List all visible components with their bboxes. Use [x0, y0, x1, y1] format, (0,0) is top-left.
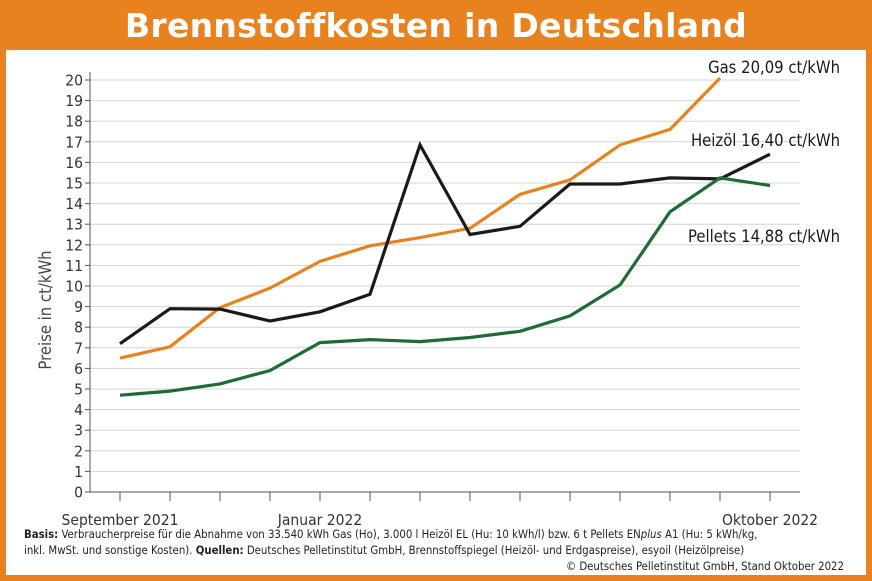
series-line-pellets: [119, 176, 771, 397]
page-title: Brennstoffkosten in Deutschland: [124, 5, 748, 45]
y-tick-label: 3: [74, 422, 83, 440]
y-tick-label: 5: [74, 381, 83, 399]
footer-basis-line: Basis: Verbraucherpreise für die Abnahme…: [24, 527, 844, 543]
chart-footer: Basis: Verbraucherpreise für die Abnahme…: [24, 527, 844, 575]
y-tick-label: 12: [65, 236, 83, 254]
series-end-label-heizöl: Heizöl 16,40 ct/kWh: [691, 131, 840, 150]
basis-text: Verbraucherpreise für die Abnahme von 33…: [58, 528, 641, 541]
grid-layer: [90, 79, 800, 472]
basis-tail: A1 (Hu: 5 kWh/kg,: [661, 528, 758, 541]
series-line-heizöl: [119, 140, 771, 346]
sources-prefix: inkl. MwSt. und sonstige Kosten).: [24, 544, 196, 557]
y-tick-label: 14: [65, 195, 83, 213]
y-tick-label: 7: [74, 339, 83, 357]
y-tick-label: 20: [65, 72, 83, 90]
x-tick-label: Januar 2022: [277, 511, 363, 529]
copyright-line: © Deutsches Pelletinstitut GmbH, Stand O…: [565, 560, 844, 573]
basis-italic: plus: [640, 528, 662, 541]
y-tick-label: 2: [74, 442, 83, 460]
y-tick-label: 8: [74, 319, 83, 337]
y-axis-label: Preise in ct/kWh: [36, 250, 55, 369]
series-line-gas: [119, 76, 722, 360]
basis-label: Basis:: [24, 528, 59, 541]
y-tick-label: 19: [65, 92, 83, 110]
y-tick-label: 6: [74, 360, 83, 378]
axis-layer: 01234567891011121314151617181920Septembe…: [36, 72, 818, 530]
y-tick-label: 13: [65, 216, 83, 234]
y-tick-label: 16: [65, 154, 83, 172]
y-tick-label: 0: [74, 484, 83, 502]
series-end-label-pellets: Pellets 14,88 ct/kWh: [688, 227, 840, 246]
sources-label: Quellen:: [195, 544, 244, 557]
y-tick-label: 15: [65, 175, 83, 193]
y-tick-label: 10: [65, 278, 83, 296]
series-layer: [119, 76, 771, 397]
y-tick-label: 11: [65, 257, 83, 275]
y-tick-label: 17: [65, 133, 83, 151]
sources-text: Deutsches Pelletinstitut GmbH, Brennstof…: [243, 544, 745, 557]
y-tick-label: 4: [74, 401, 83, 419]
y-tick-label: 9: [74, 298, 83, 316]
title-bar: Brennstoffkosten in Deutschland: [0, 0, 872, 50]
y-tick-label: 1: [74, 463, 83, 481]
x-tick-label: September 2021: [62, 511, 179, 529]
label-layer: Gas 20,09 ct/kWh Heizöl 16,40 ct/kWh Pelle…: [688, 58, 840, 246]
x-tick-label: Oktober 2022: [722, 511, 818, 529]
footer-sources-line: inkl. MwSt. und sonstige Kosten). Quelle…: [24, 543, 844, 559]
series-end-label-gas: Gas 20,09 ct/kWh: [708, 58, 840, 77]
y-tick-label: 18: [65, 113, 83, 131]
